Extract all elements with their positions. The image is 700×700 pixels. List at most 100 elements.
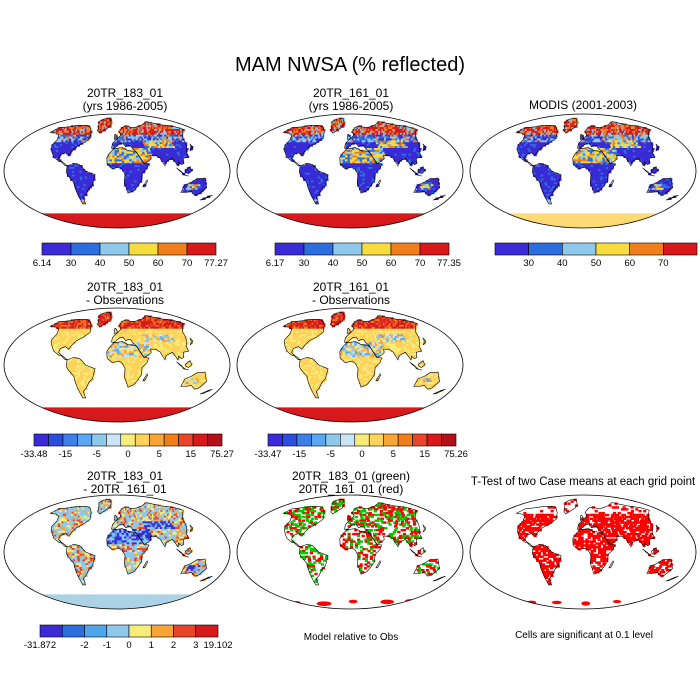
- coastline-samerica: [298, 544, 329, 586]
- colorbar-box: [128, 242, 159, 256]
- coastline-greenland: [563, 499, 578, 515]
- colorbar-box: [39, 624, 63, 638]
- colorbar-svg: -33.47 -15 -5 0 5 15 75.26: [255, 433, 468, 460]
- coastline-borneo: [418, 166, 426, 174]
- map-border: [469, 494, 697, 610]
- coastline-japan: [655, 143, 660, 152]
- colorbar-box: [48, 433, 64, 447]
- colorbar-box: [195, 624, 219, 638]
- colorbar-box: [332, 242, 363, 256]
- coastline-madagascar: [142, 179, 148, 188]
- colorbar-label: 5: [391, 449, 396, 460]
- colorbar-label: 60: [153, 258, 164, 269]
- coastline-nz: [665, 194, 679, 201]
- panel-title-p8: T-Test of two Case means at each grid po…: [466, 476, 700, 489]
- colorbar-box: [77, 433, 93, 447]
- coastline-japan: [422, 337, 427, 346]
- panel-title-p6: 20TR_183_01 - 20TR_161_01: [10, 470, 240, 496]
- colorbar-label: 15: [185, 449, 196, 460]
- colorbar-box: [412, 433, 428, 447]
- colorbar-box: [528, 242, 563, 256]
- map-panel: [3, 494, 231, 610]
- coastline-namerica: [49, 319, 92, 361]
- coastline-eurasia: [344, 121, 423, 167]
- colorbar-label: 50: [357, 258, 368, 269]
- coastline-borneo: [418, 547, 426, 555]
- colorbar-label: -2: [80, 640, 88, 651]
- colorbar-label: -31.872: [24, 640, 56, 651]
- colorbar-box: [91, 433, 107, 447]
- colorbar-label: 75.26: [444, 449, 468, 460]
- note-cells-significant: Cells are significant at 0.1 level: [515, 630, 653, 641]
- colorbar-label: 6.14: [33, 258, 52, 269]
- coastline-samerica: [298, 357, 329, 399]
- map-border: [236, 113, 464, 229]
- colorbar-label: 60: [386, 258, 397, 269]
- antarctica-fill: [9, 213, 225, 228]
- coastline-greenland: [97, 118, 112, 134]
- coastline-madagascar: [608, 179, 614, 188]
- coastline-eurasia: [111, 121, 190, 167]
- colorbar-label: -33.47: [255, 449, 282, 460]
- coastline-samerica: [531, 163, 562, 205]
- coastline-africa: [572, 147, 616, 194]
- coastline-eurasia: [577, 121, 656, 167]
- colorbar-box: [426, 433, 442, 447]
- coastline-namerica: [49, 125, 92, 167]
- coastline-africa: [572, 528, 616, 575]
- coastline-madagascar: [142, 373, 148, 382]
- coastline-africa: [339, 147, 383, 194]
- colorbar-box: [70, 242, 101, 256]
- map-border: [236, 307, 464, 423]
- coastline-japan: [422, 524, 427, 533]
- coastline-australia: [180, 558, 207, 577]
- coastline-borneo: [185, 547, 193, 555]
- panel-title-line2: - Observations: [311, 293, 391, 307]
- colorbar-label: 77.27: [204, 258, 228, 269]
- colorbar-box: [106, 433, 122, 447]
- colorbar-label: 70: [658, 258, 669, 269]
- colorbar-label: 75.27: [210, 449, 234, 460]
- colorbar-label: 5: [157, 449, 162, 460]
- coastline-greenland: [97, 312, 112, 328]
- coastline-indonesia: [642, 548, 655, 558]
- coastline-japan: [655, 524, 660, 533]
- colorbar-label: 15: [419, 449, 430, 460]
- map-panel: [469, 113, 697, 229]
- colorbar-box: [120, 433, 136, 447]
- coastline-africa: [339, 341, 383, 388]
- colorbar-box: [629, 242, 664, 256]
- coastline-nz: [432, 575, 446, 582]
- coastline-greenland: [563, 118, 578, 134]
- map-svg: [469, 494, 697, 610]
- map-border: [236, 494, 464, 610]
- map-border: [3, 113, 231, 229]
- coastline-indonesia: [409, 548, 422, 558]
- colorbar-box: [106, 624, 130, 638]
- coastline-samerica: [65, 357, 96, 399]
- coastline-uk: [346, 327, 352, 334]
- map-svg: [3, 307, 231, 423]
- colorbar-box: [33, 433, 49, 447]
- coastline-greenland: [330, 312, 345, 328]
- coastline-eurasia: [577, 502, 656, 548]
- colorbar-label: 70: [415, 258, 426, 269]
- colorbar-box: [157, 242, 188, 256]
- coastline-australia: [413, 371, 440, 390]
- panel-title-line2: (yrs 1986-2005): [82, 99, 168, 113]
- colorbar-label: 30: [523, 258, 534, 269]
- antarctica-fill: [9, 407, 225, 422]
- panel-title-line1: 20TR_161_01: [312, 86, 390, 100]
- coastline-africa: [106, 341, 150, 388]
- coastline-australia: [646, 558, 673, 577]
- panel-title-p2: 20TR_161_01 (yrs 1986-2005): [236, 87, 466, 113]
- coastline-africa: [106, 528, 150, 575]
- coastline-samerica: [298, 163, 329, 205]
- colorbar: 6.14 30 40 50 60 70 77.27: [30, 242, 234, 273]
- colorbar-box: [84, 624, 108, 638]
- coastline-australia: [180, 371, 207, 390]
- coastline-uk: [113, 327, 119, 334]
- colorbar-label: 2: [171, 640, 176, 651]
- colorbar-box: [361, 242, 392, 256]
- colorbar-svg: 6.17 30 40 50 60 70 77.35: [266, 242, 461, 269]
